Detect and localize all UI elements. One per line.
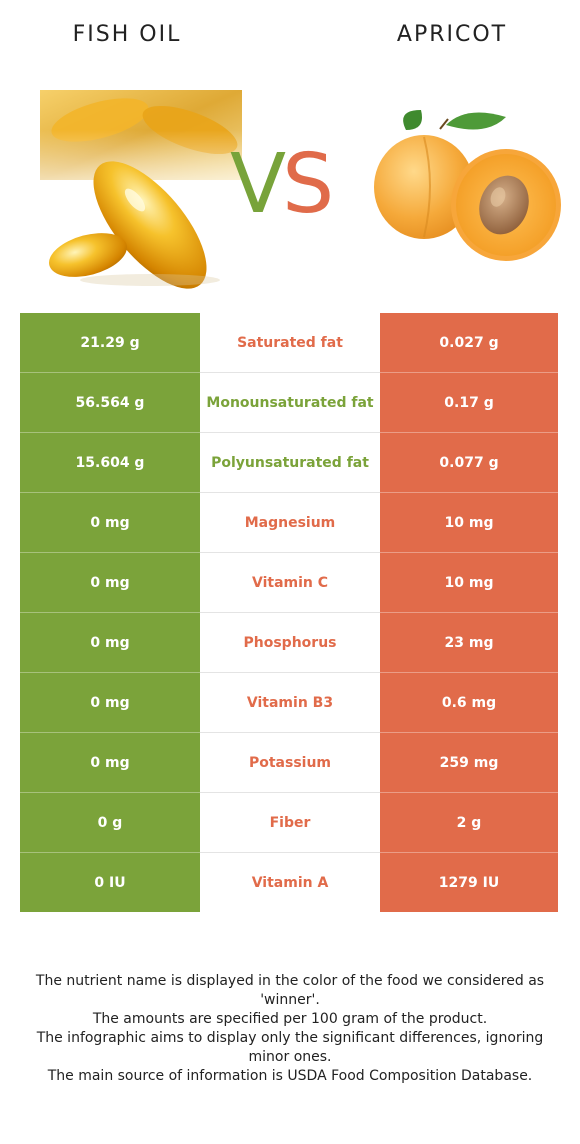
nutrient-name: Fiber <box>200 792 380 853</box>
right-value: 0.027 g <box>380 313 558 373</box>
table-row: 0 mg Magnesium 10 mg <box>20 492 558 553</box>
footer-line-3: The infographic aims to display only the… <box>36 1030 544 1065</box>
right-value: 0.17 g <box>380 372 558 433</box>
versus-v: V <box>230 137 286 232</box>
right-food-title: APRICOT <box>396 22 508 47</box>
left-value: 21.29 g <box>20 313 200 373</box>
left-value: 0 g <box>20 792 200 853</box>
right-value: 10 mg <box>380 492 558 553</box>
left-value: 0 mg <box>20 732 200 793</box>
nutrient-name: Monounsaturated fat <box>200 372 380 433</box>
right-value: 0.6 mg <box>380 672 558 733</box>
nutrient-name: Potassium <box>200 732 380 793</box>
left-value: 0 mg <box>20 492 200 553</box>
nutrient-name: Vitamin B3 <box>200 672 380 733</box>
table-row: 0 mg Phosphorus 23 mg <box>20 612 558 673</box>
nutrient-name: Polyunsaturated fat <box>200 432 380 493</box>
right-value: 1279 IU <box>380 852 558 912</box>
table-row: 15.604 g Polyunsaturated fat 0.077 g <box>20 432 558 493</box>
right-value: 2 g <box>380 792 558 853</box>
table-row: 0 mg Vitamin C 10 mg <box>20 552 558 613</box>
footer-notes: The nutrient name is displayed in the co… <box>20 972 560 1086</box>
comparison-table: 21.29 g Saturated fat 0.027 g 56.564 g Monou… <box>20 313 558 912</box>
versus-s: S <box>282 137 334 232</box>
nutrient-name: Saturated fat <box>200 313 380 373</box>
table-row: 21.29 g Saturated fat 0.027 g <box>20 313 558 373</box>
left-value: 0 mg <box>20 672 200 733</box>
right-value: 23 mg <box>380 612 558 673</box>
left-value: 0 mg <box>20 552 200 613</box>
nutrient-name: Vitamin C <box>200 552 380 613</box>
left-food-title: FISH OIL <box>72 22 182 47</box>
table-row: 0 mg Potassium 259 mg <box>20 732 558 793</box>
right-value: 10 mg <box>380 552 558 613</box>
fish-oil-image <box>40 90 242 289</box>
right-value: 0.077 g <box>380 432 558 493</box>
left-value: 0 mg <box>20 612 200 673</box>
table-row: 56.564 g Monounsaturated fat 0.17 g <box>20 372 558 433</box>
right-value: 259 mg <box>380 732 558 793</box>
left-value: 56.564 g <box>20 372 200 433</box>
table-row: 0 g Fiber 2 g <box>20 792 558 853</box>
left-value: 0 IU <box>20 852 200 912</box>
footer-line-4: The main source of information is USDA F… <box>47 1068 533 1084</box>
apricot-image <box>374 110 561 261</box>
nutrient-name: Vitamin A <box>200 852 380 912</box>
versus-label: VS <box>230 140 350 230</box>
table-row: 0 mg Vitamin B3 0.6 mg <box>20 672 558 733</box>
nutrient-name: Phosphorus <box>200 612 380 673</box>
nutrient-name: Magnesium <box>200 492 380 553</box>
footer-line-1: The nutrient name is displayed in the co… <box>35 973 545 1008</box>
table-row: 0 IU Vitamin A 1279 IU <box>20 852 558 912</box>
left-value: 15.604 g <box>20 432 200 493</box>
footer-line-2: The amounts are specified per 100 gram o… <box>92 1011 488 1027</box>
